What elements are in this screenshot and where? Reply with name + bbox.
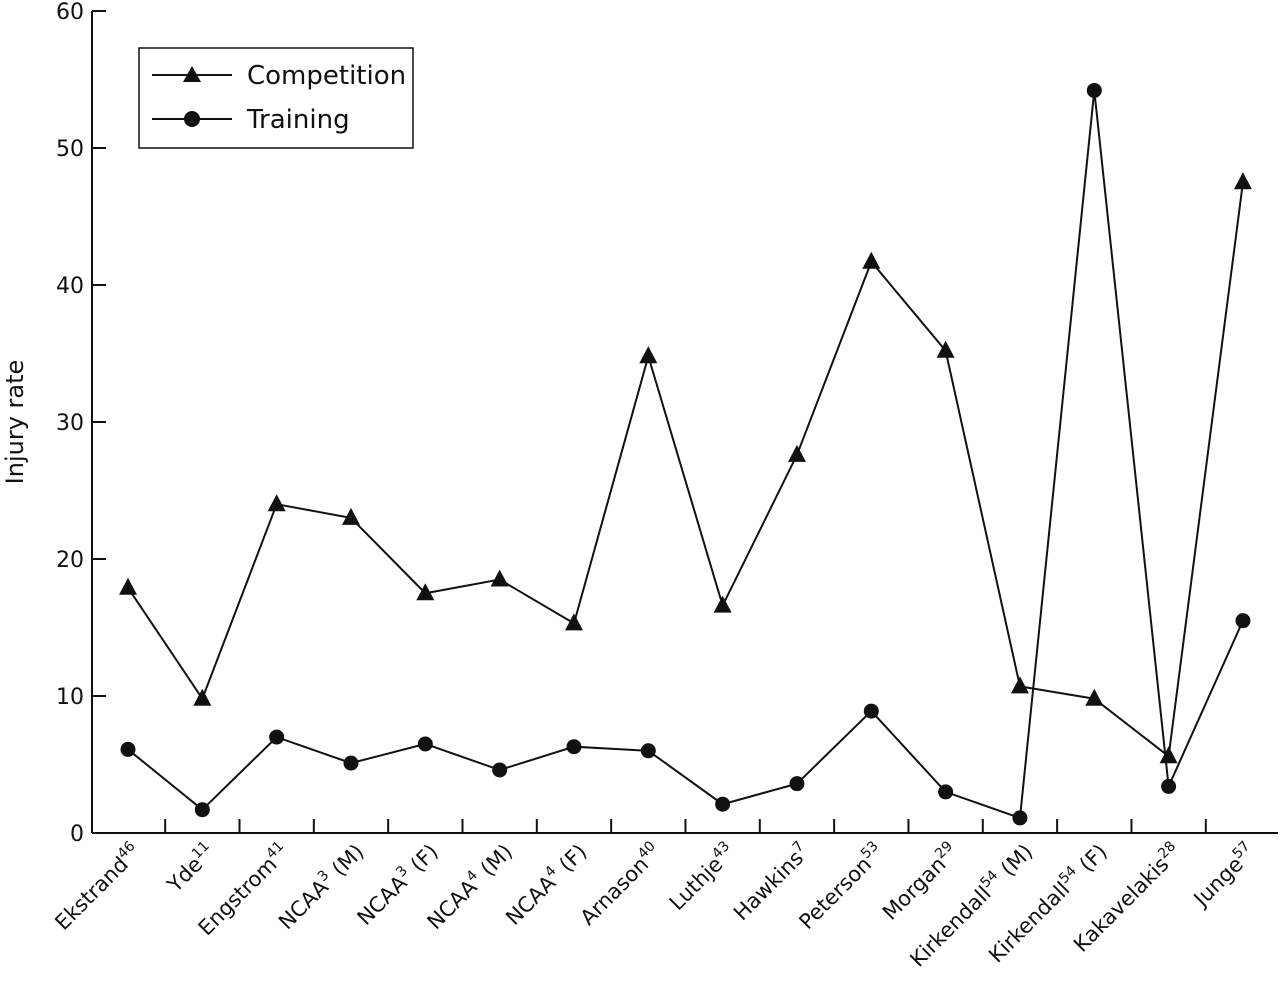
y-tick-label: 30	[56, 411, 84, 436]
series-training	[120, 82, 1251, 826]
y-tick-label: 0	[70, 822, 84, 847]
legend-label-competition: Competition	[247, 61, 406, 91]
data-point-competition	[936, 340, 955, 358]
x-tick-label: Yde11	[161, 838, 220, 897]
data-point-training	[566, 739, 582, 755]
legend-marker-competition	[183, 66, 201, 82]
data-point-competition	[341, 507, 360, 525]
data-point-training	[120, 741, 136, 757]
data-point-training	[1235, 613, 1251, 629]
data-point-training	[938, 784, 954, 800]
y-tick-label: 60	[56, 0, 84, 25]
data-point-training	[343, 755, 359, 771]
x-tick-label: Junge57	[1186, 838, 1260, 912]
y-tick-label: 20	[56, 548, 84, 573]
data-point-competition	[1159, 746, 1178, 764]
data-point-training	[715, 796, 731, 812]
data-point-competition	[564, 613, 583, 631]
data-point-competition	[1010, 676, 1029, 694]
data-point-competition	[862, 251, 881, 269]
x-tick-label: Peterson53	[793, 838, 889, 934]
legend-box	[138, 47, 414, 149]
data-point-competition	[267, 494, 286, 512]
data-point-training	[269, 729, 285, 745]
y-tick-label: 50	[56, 137, 84, 162]
data-point-training	[1086, 82, 1102, 98]
data-point-competition	[416, 583, 435, 601]
y-axis-title: Injury rate	[1, 360, 29, 485]
series-competition	[119, 172, 1252, 764]
legend-label-training: Training	[246, 105, 350, 135]
data-point-training	[1161, 778, 1177, 794]
x-tick-label: NCAA3 (M)	[272, 838, 368, 934]
x-tick-label: Luthje43	[663, 838, 740, 915]
data-point-training	[863, 703, 879, 719]
data-point-competition	[193, 688, 212, 706]
series-layer	[119, 82, 1252, 826]
data-point-training	[417, 736, 433, 752]
data-point-competition	[1233, 172, 1252, 190]
data-point-competition	[787, 444, 806, 462]
series-line-competition	[127, 182, 1244, 759]
y-tick-label: 10	[56, 685, 84, 710]
data-point-competition	[639, 346, 658, 364]
data-point-training	[492, 762, 508, 778]
x-tick-label: Arnason40	[574, 838, 666, 930]
x-tick-label: Ekstrand46	[49, 838, 146, 935]
data-point-training	[1012, 810, 1028, 826]
legend-marker-training	[184, 111, 200, 127]
data-point-competition	[119, 577, 137, 595]
y-tick-label: 40	[56, 274, 84, 299]
data-point-training	[194, 802, 210, 818]
data-point-training	[789, 776, 805, 792]
legend: Competition Training	[138, 47, 414, 149]
series-line-training	[127, 90, 1244, 820]
data-point-competition	[1085, 688, 1104, 706]
data-point-competition	[490, 569, 509, 587]
data-point-training	[640, 743, 656, 759]
x-tick-label: Kirkendall54 (M)	[904, 838, 1037, 971]
data-point-competition	[713, 595, 732, 613]
